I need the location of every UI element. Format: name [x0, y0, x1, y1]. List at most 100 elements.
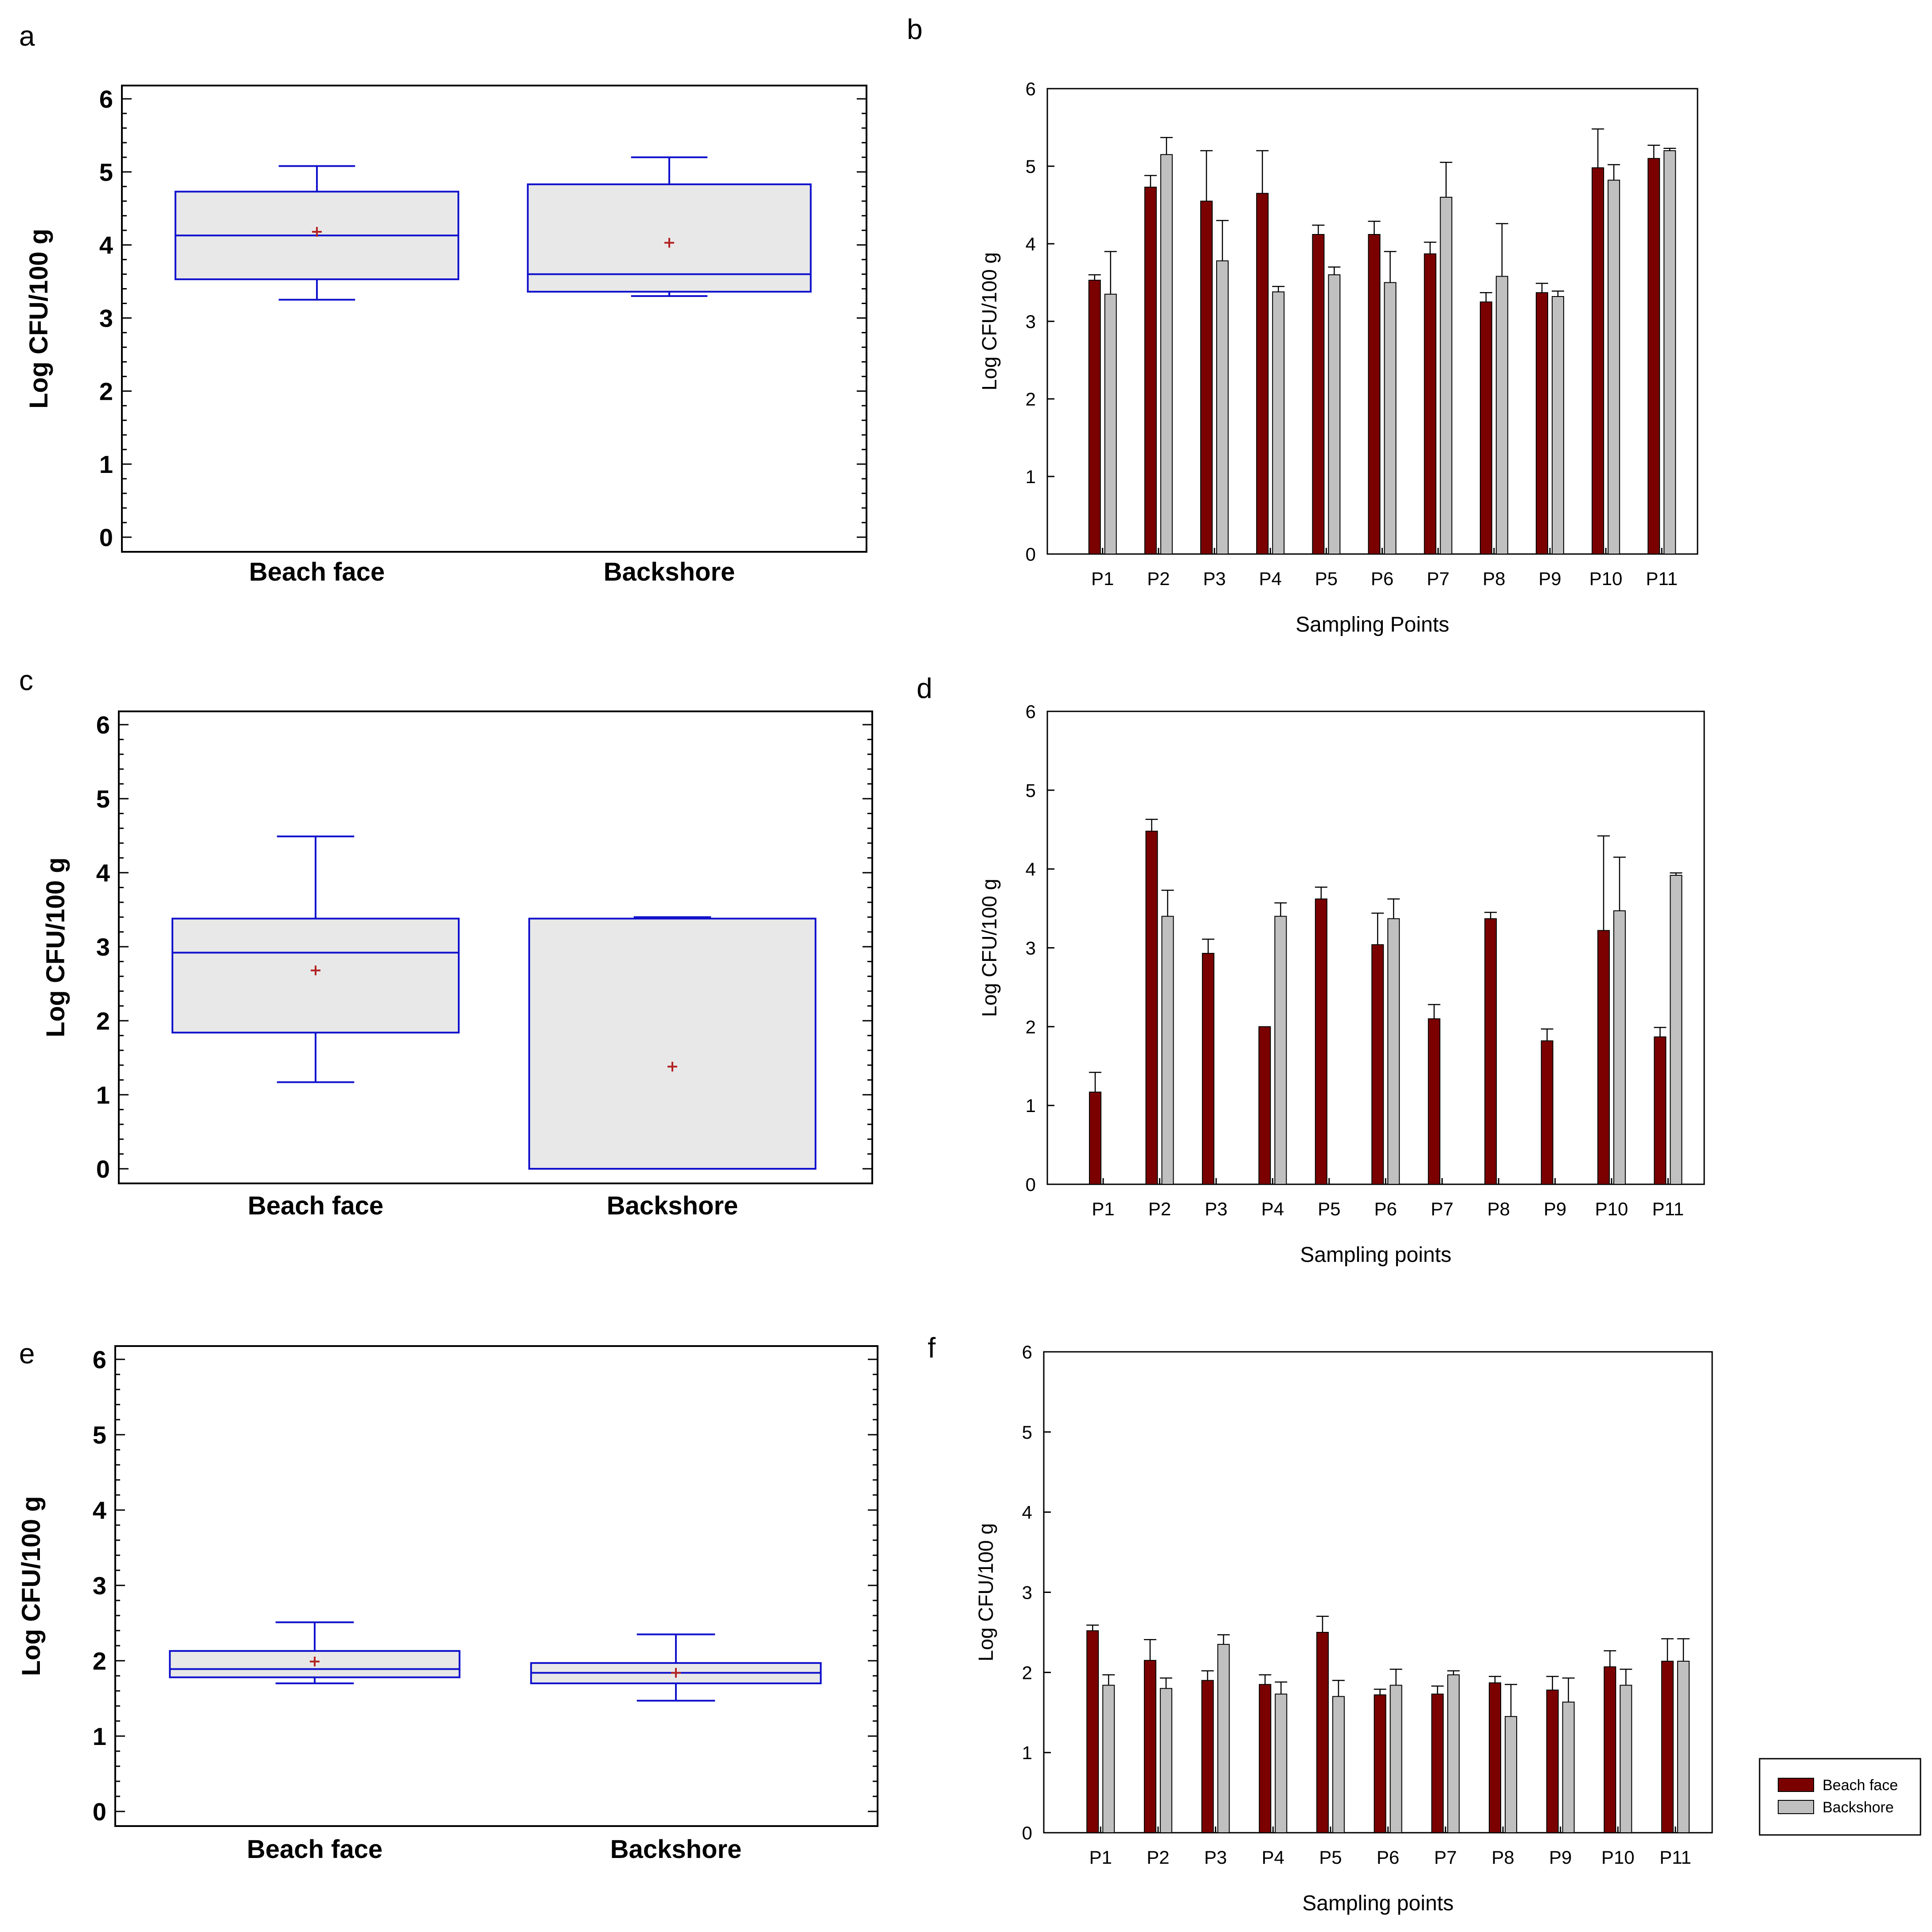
y-tick-label: 5	[1026, 156, 1036, 177]
bar-beach-face	[1258, 1026, 1271, 1185]
panel-letter-f: f	[928, 1332, 936, 1364]
box-1	[172, 835, 460, 1083]
box-1	[174, 165, 460, 301]
charts-layer: 0 1 2 3 4 5 6 Log CFU/100 g Beach face Backshore 0…	[17, 78, 1713, 1915]
boxplot-e: 0 1 2 3 4 5 6 Log CFU/100 g Beach face Backshore	[17, 1345, 878, 1864]
y-tick-label: 1	[1022, 1742, 1032, 1763]
y-tick-label: 1	[1026, 466, 1036, 487]
panel-letter-d: d	[917, 672, 933, 704]
bar-backshore	[1332, 1696, 1345, 1833]
x-tick-label: P6	[1374, 1198, 1397, 1219]
legend-label-backshore: Backshore	[1823, 1799, 1894, 1816]
panel-letter-c: c	[19, 664, 33, 696]
x-tick-label: P9	[1544, 1198, 1566, 1219]
y-tick-label: 4	[93, 1496, 106, 1524]
y-tick-label: 0	[93, 1798, 106, 1826]
x-tick-label: P4	[1261, 1198, 1284, 1219]
bar-backshore	[1216, 260, 1229, 554]
x-tick-label: P5	[1319, 1847, 1342, 1868]
x-tick-label: P2	[1148, 1198, 1171, 1219]
y-tick-label: 6	[96, 711, 110, 739]
bar-backshore	[1275, 1694, 1288, 1834]
bar-backshore	[1613, 910, 1626, 1185]
bar-beach-face	[1316, 1631, 1329, 1834]
category-label: Backshore	[607, 1191, 738, 1220]
y-axis-label: Log CFU/100 g	[974, 1523, 997, 1662]
y-axis-label: Log CFU/100 g	[41, 857, 70, 1037]
bar-backshore	[1217, 1644, 1230, 1834]
bar-beach-face	[1368, 234, 1381, 554]
category-label: Beach face	[248, 1191, 383, 1220]
y-tick-label: 2	[1026, 389, 1036, 410]
bar-beach-face	[1647, 158, 1660, 554]
barchart-f: 0 1 2 3 4 5 6 Log CFU/100 g Sampling points P1 P2 P…	[974, 1342, 1713, 1915]
legend-swatch-beach-face	[1778, 1778, 1814, 1792]
bar-backshore	[1384, 282, 1397, 554]
y-tick-label: 3	[1026, 311, 1036, 332]
bar-beach-face	[1089, 1091, 1101, 1185]
x-tick-label: P1	[1091, 568, 1114, 589]
barchart-b: 0 1 2 3 4 5 6 Log CFU/100 g Sampling Points P1 P2 P…	[978, 78, 1698, 636]
iqr-box	[169, 1650, 461, 1678]
bar-beach-face	[1431, 1694, 1444, 1834]
y-axis-label: Log CFU/100 g	[24, 229, 53, 409]
x-tick-label: P3	[1204, 1847, 1227, 1868]
iqr-box	[528, 917, 816, 1170]
y-tick-label: 5	[96, 785, 110, 813]
bar-backshore	[1274, 916, 1287, 1185]
x-tick-label: P7	[1427, 568, 1449, 589]
y-tick-label: 6	[99, 85, 113, 113]
y-tick-label: 0	[1026, 1174, 1036, 1195]
bar-backshore	[1677, 1661, 1690, 1833]
plot-frame	[121, 85, 867, 553]
y-tick-label: 3	[96, 933, 110, 961]
bar-backshore	[1447, 1674, 1460, 1833]
bar-beach-face	[1535, 292, 1548, 554]
y-axis-label: Log CFU/100 g	[978, 252, 1001, 390]
bar-backshore	[1504, 1716, 1517, 1834]
x-tick-label: P1	[1092, 1198, 1114, 1219]
bar-backshore	[1495, 276, 1508, 554]
iqr-box	[172, 917, 460, 1034]
y-tick-label: 3	[93, 1572, 106, 1600]
x-tick-label: P11	[1659, 1847, 1691, 1868]
box-2	[528, 916, 816, 1170]
y-tick-label: 1	[99, 450, 113, 478]
bar-backshore	[1328, 274, 1341, 554]
bar-backshore	[1159, 1688, 1172, 1833]
y-tick-label: 2	[96, 1007, 110, 1035]
bar-backshore	[1387, 918, 1400, 1185]
bar-backshore	[1551, 296, 1564, 554]
bar-backshore	[1272, 291, 1285, 554]
y-tick-label: 4	[96, 859, 110, 887]
x-tick-label: P2	[1147, 568, 1170, 589]
bar-beach-face	[1604, 1666, 1616, 1834]
y-tick-label: 2	[1026, 1016, 1036, 1037]
bar-beach-face	[1312, 234, 1325, 554]
bar-beach-face	[1256, 193, 1269, 554]
bar-backshore	[1663, 150, 1676, 554]
y-tick-label: 6	[93, 1346, 106, 1374]
y-tick-label: 6	[1026, 78, 1036, 99]
x-tick-label: P7	[1431, 1198, 1453, 1219]
y-axis-label: Log CFU/100 g	[17, 1496, 46, 1676]
bar-beach-face	[1479, 301, 1492, 554]
box-2	[530, 1633, 822, 1702]
y-tick-label: 5	[1022, 1422, 1032, 1443]
panel-letter-e: e	[19, 1338, 35, 1370]
legend: Beach face Backshore	[1759, 1758, 1921, 1836]
y-tick-label: 6	[1026, 701, 1036, 722]
y-tick-label: 3	[1026, 938, 1036, 959]
y-tick-label: 6	[1022, 1342, 1032, 1362]
bar-beach-face	[1145, 831, 1158, 1185]
bar-beach-face	[1488, 1682, 1501, 1833]
bar-beach-face	[1202, 952, 1214, 1185]
y-tick-label: 2	[1022, 1662, 1032, 1683]
bar-beach-face	[1374, 1694, 1386, 1833]
bar-beach-face	[1546, 1690, 1559, 1834]
bar-beach-face	[1086, 1630, 1099, 1834]
x-axis-label: Sampling points	[1300, 1243, 1452, 1267]
x-tick-label: P8	[1487, 1198, 1510, 1219]
x-tick-label: P5	[1318, 1198, 1340, 1219]
bar-backshore	[1161, 916, 1174, 1185]
